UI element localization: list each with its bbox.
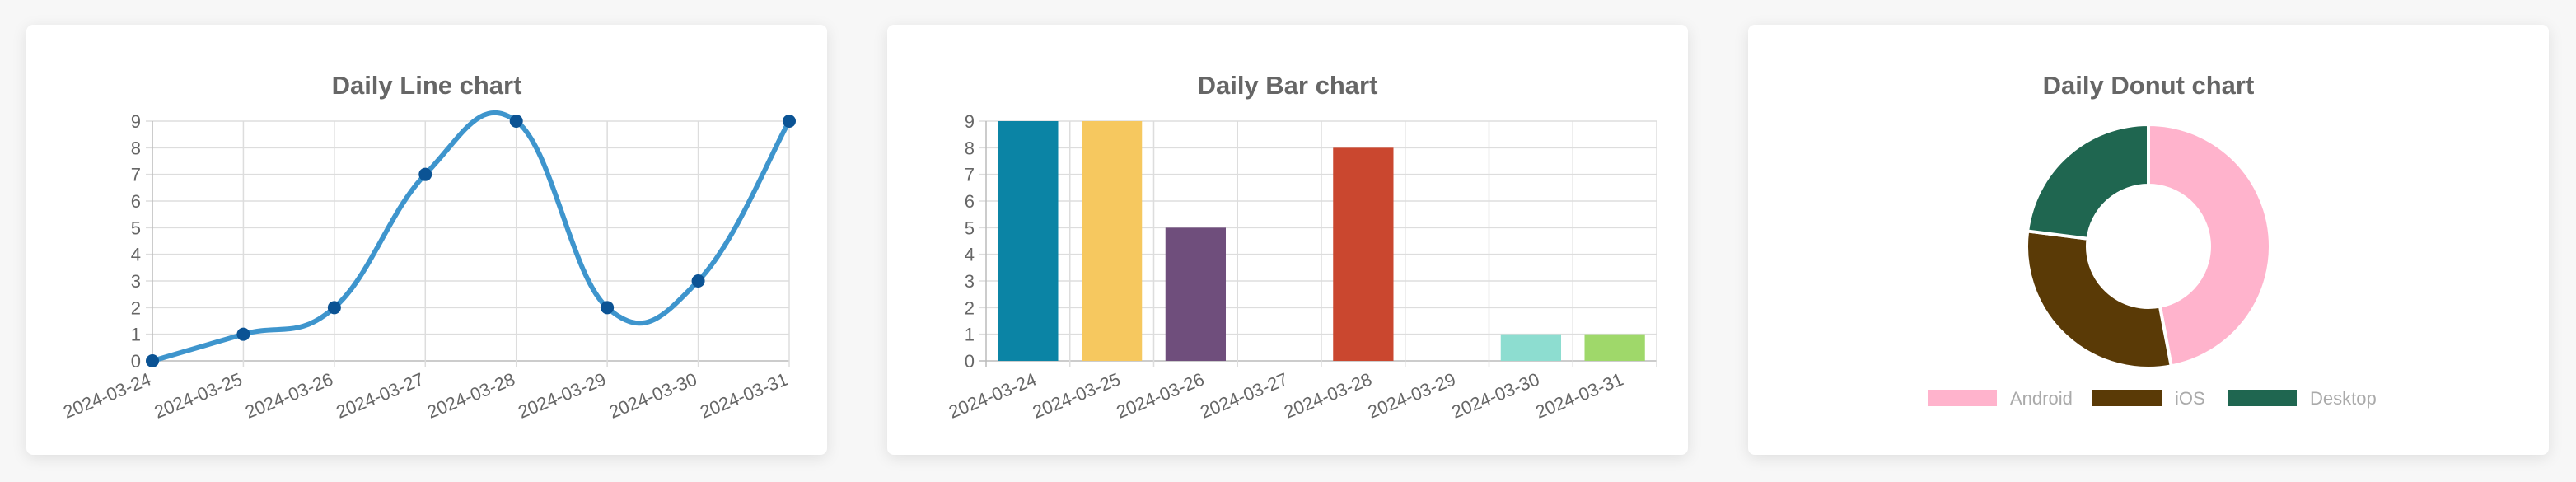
line-x-tick-label: 2024-03-24 (60, 368, 154, 422)
donut-slice (2025, 122, 2150, 241)
line-data-point (691, 274, 705, 288)
bar (998, 121, 1059, 361)
donut-slice (2147, 122, 2272, 368)
line-y-tick-label: 5 (131, 218, 141, 238)
line-data-point (601, 301, 615, 315)
bar-y-tick-label: 6 (965, 191, 975, 212)
bar-y-tick-label: 0 (965, 351, 975, 372)
bar-chart-title: Daily Bar chart (1197, 71, 1378, 100)
line-x-tick-label: 2024-03-29 (515, 368, 609, 422)
line-y-tick-label: 0 (131, 351, 141, 372)
bar-chart-card: Daily Bar chart 0 1 2 3 4 5 6 7 8 9 2024-03-24 2024… (887, 25, 1688, 455)
bar-y-tick-label: 3 (965, 271, 975, 292)
line-series (152, 110, 792, 363)
bar-x-tick-label: 2024-03-25 (1030, 368, 1124, 422)
bar-y-tick-label: 8 (965, 138, 975, 158)
line-y-tick-label: 4 (131, 245, 141, 265)
line-y-tick-label: 9 (131, 111, 141, 132)
line-data-point (236, 327, 250, 341)
donut-chart-title: Daily Donut chart (2042, 71, 2255, 100)
bar (1333, 147, 1394, 362)
line-x-tick-label: 2024-03-31 (697, 368, 791, 422)
bar-x-tick-label: 2024-03-30 (1449, 368, 1543, 422)
bar (1081, 121, 1143, 361)
line-x-tick-label: 2024-03-28 (424, 368, 518, 422)
donut-legend-label: Desktop (2310, 388, 2377, 409)
line-y-tick-label: 3 (131, 271, 141, 292)
donut-chart: Android iOS Desktop (1928, 122, 2377, 409)
line-data-point (783, 115, 796, 128)
line-x-tick-label: 2024-03-30 (606, 368, 700, 422)
line-chart: 0 1 2 3 4 5 6 7 8 9 2024-03-242024-03-252024-03-26… (60, 110, 796, 423)
bar-y-tick-label: 4 (965, 245, 975, 265)
line-x-tick-label: 2024-03-26 (242, 368, 336, 422)
bar-x-tick-label: 2024-03-27 (1197, 368, 1291, 422)
donut-legend-label: iOS (2175, 388, 2205, 409)
donut-legend-label: Android (2010, 388, 2073, 409)
line-chart-title: Daily Line chart (331, 71, 522, 100)
line-x-tick-label: 2024-03-27 (333, 368, 427, 422)
line-y-tick-label: 8 (131, 138, 141, 158)
line-y-tick-label: 6 (131, 191, 141, 212)
bar (1165, 227, 1227, 361)
bar (1584, 334, 1645, 361)
bar-x-tick-label: 2024-03-31 (1532, 368, 1626, 422)
bar-chart: 0 1 2 3 4 5 6 7 8 9 2024-03-242024-03-252024-03-26… (946, 111, 1657, 423)
line-x-tick-label: 2024-03-25 (152, 368, 245, 422)
bar-x-tick-label: 2024-03-24 (946, 368, 1040, 422)
bar-y-tick-label: 2 (965, 297, 975, 318)
bar-x-tick-label: 2024-03-28 (1281, 368, 1375, 422)
line-data-point (418, 167, 432, 181)
donut-legend-swatch (2092, 390, 2162, 406)
donut-legend-swatch (2228, 390, 2297, 406)
line-data-point (509, 115, 523, 128)
line-data-point (327, 301, 341, 315)
line-y-tick-label: 1 (131, 325, 141, 345)
bar-y-tick-label: 1 (965, 325, 975, 345)
line-y-tick-label: 2 (131, 297, 141, 318)
line-y-tick-label: 7 (131, 165, 141, 185)
bar-y-tick-label: 5 (965, 218, 975, 238)
donut-legend-swatch (1928, 390, 1997, 406)
bar-x-tick-label: 2024-03-29 (1365, 368, 1459, 422)
donut-slice (2025, 229, 2174, 370)
line-data-point (146, 354, 159, 367)
bar (1500, 334, 1562, 361)
bar-y-tick-label: 7 (965, 165, 975, 185)
bar-x-tick-label: 2024-03-26 (1114, 368, 1208, 422)
bar-y-tick-label: 9 (965, 111, 975, 132)
donut-chart-card: Daily Donut chart Android iOS Desktop (1748, 25, 2549, 455)
line-chart-card: Daily Line chart 0 1 2 3 4 5 6 7 8 9 2024-03-24 202… (26, 25, 827, 455)
